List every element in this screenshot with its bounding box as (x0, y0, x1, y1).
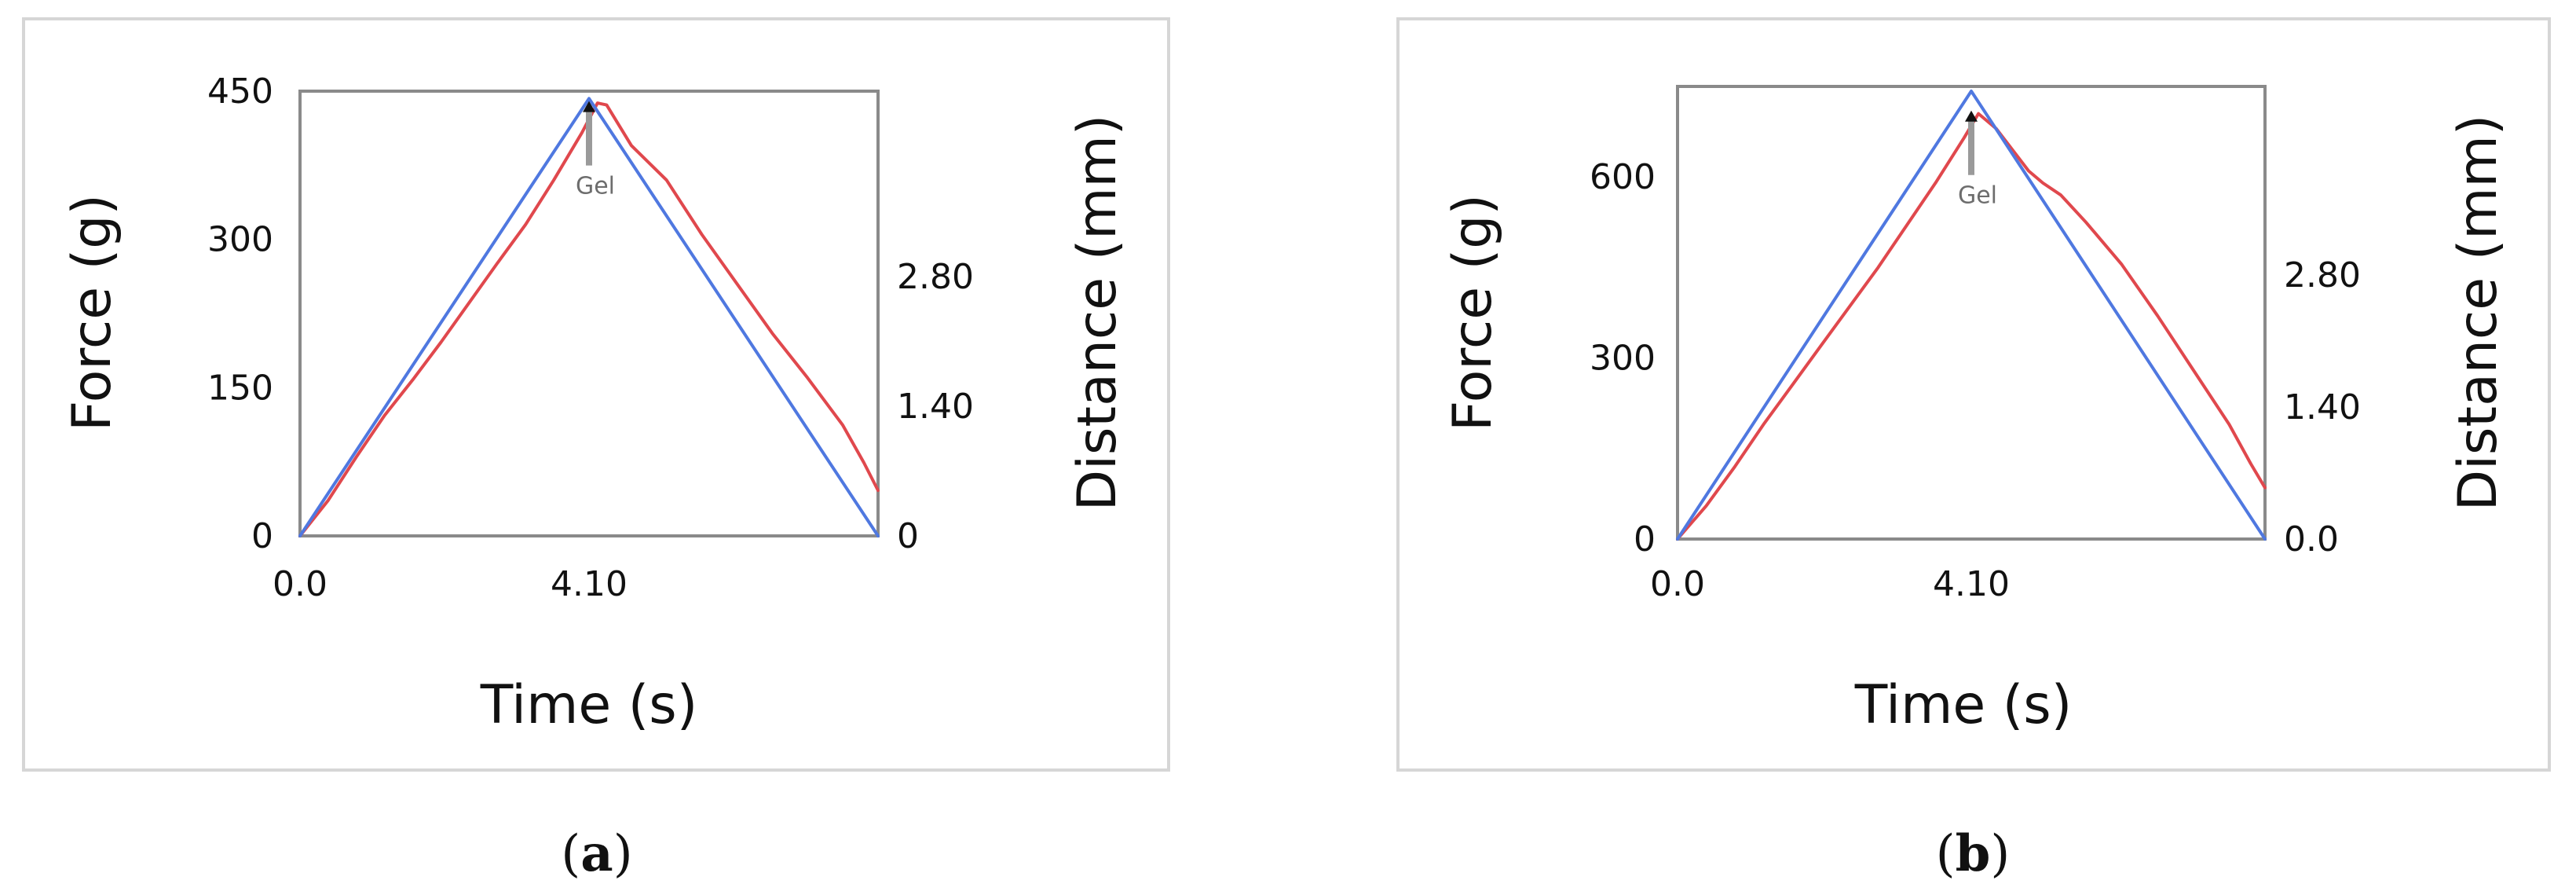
caption-a-letter: a (580, 824, 613, 883)
panel-a-y2-tick-label-1: 0 (897, 516, 919, 556)
panel-a-series-2-line (298, 97, 880, 537)
panel-a: Gel 0 150 300 450 0 1.40 2.80 0.0 4.10 Force (g)… (22, 17, 1170, 772)
panel-b-annotation-layer: Gel (1958, 110, 1997, 210)
panel-b-y-axis-title: Force (g) (1442, 194, 1504, 431)
panel-a-x-axis-title: Time (s) (480, 674, 698, 736)
panel-b-y2-tick-label-2: 1.40 (2284, 387, 2361, 427)
panel-b-gel-arrow-head (1965, 110, 1978, 122)
panel-a-gel-label: Gel (576, 173, 615, 200)
panel-b-gel-label: Gel (1958, 182, 1997, 210)
panel-a-y2-axis-title: Distance (mm) (1067, 115, 1129, 512)
caption-a: (a) (561, 824, 632, 883)
panel-a-y-tick-label-2: 150 (207, 368, 273, 408)
panel-b-x-tick-label-1: 0.0 (1650, 564, 1705, 604)
panel-b-y2-axis-title: Distance (mm) (2447, 115, 2509, 512)
panel-b-x-tick-label-2: 4.10 (1933, 564, 2010, 604)
panel-b-series-layer (1676, 90, 2267, 541)
panel-a-y-tick-label-1: 0 (251, 516, 273, 556)
panel-a-y2-tick-label-2: 1.40 (897, 387, 974, 427)
panel-a-y-tick-label-4: 450 (207, 72, 273, 112)
panel-a-y-tick-label-3: 300 (207, 220, 273, 260)
panel-b-tick-layer: 0 300 600 0.0 1.40 2.80 0.0 4.10 (1590, 157, 2361, 604)
panel-b-y2-tick-label-1: 0.0 (2284, 519, 2339, 559)
caption-b-open: ( (1936, 825, 1956, 883)
caption-b-letter: b (1956, 824, 1991, 883)
panel-a-annotation-layer: Gel (576, 101, 615, 200)
panel-a-gel-arrow-head (583, 101, 595, 112)
caption-b-close: ) (1990, 825, 2010, 883)
panel-a-x-tick-label-1: 0.0 (273, 564, 327, 604)
caption-a-close: ) (613, 825, 633, 883)
panel-b-y-tick-label-3: 600 (1590, 157, 1656, 197)
panel-b-x-axis-title: Time (s) (1854, 674, 2073, 736)
panel-b-y2-tick-label-3: 2.80 (2284, 255, 2361, 295)
panel-a-y-axis-title: Force (g) (61, 194, 123, 431)
panel-a-y2-tick-label-3: 2.80 (897, 257, 974, 297)
panel-b-y-tick-label-2: 300 (1590, 339, 1656, 379)
panel-a-x-tick-label-2: 4.10 (551, 564, 628, 604)
panel-b-series-1-line (1676, 112, 2267, 541)
panel-a-tick-layer: 0 150 300 450 0 1.40 2.80 0.0 4.10 (207, 72, 974, 604)
caption-b: (b) (1936, 824, 2011, 883)
panel-b-y-tick-label-1: 0 (1634, 519, 1656, 559)
caption-a-open: ( (561, 825, 580, 883)
panel-b-series-2-line (1676, 90, 2267, 541)
